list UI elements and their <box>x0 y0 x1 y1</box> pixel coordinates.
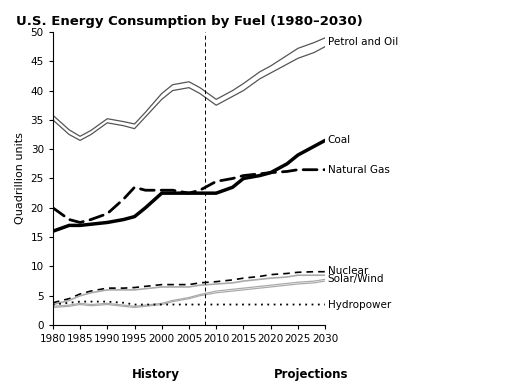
Text: Coal: Coal <box>328 135 351 146</box>
Title: U.S. Energy Consumption by Fuel (1980–2030): U.S. Energy Consumption by Fuel (1980–20… <box>16 15 363 28</box>
Text: Nuclear: Nuclear <box>328 265 368 275</box>
Text: Solar/Wind: Solar/Wind <box>328 274 384 284</box>
Text: Petrol and Oil: Petrol and Oil <box>328 37 398 47</box>
Text: Hydropower: Hydropower <box>328 299 391 309</box>
Text: History: History <box>132 368 179 381</box>
Text: Projections: Projections <box>274 368 348 381</box>
Text: Natural Gas: Natural Gas <box>328 165 390 175</box>
Y-axis label: Quadrillion units: Quadrillion units <box>15 133 25 225</box>
